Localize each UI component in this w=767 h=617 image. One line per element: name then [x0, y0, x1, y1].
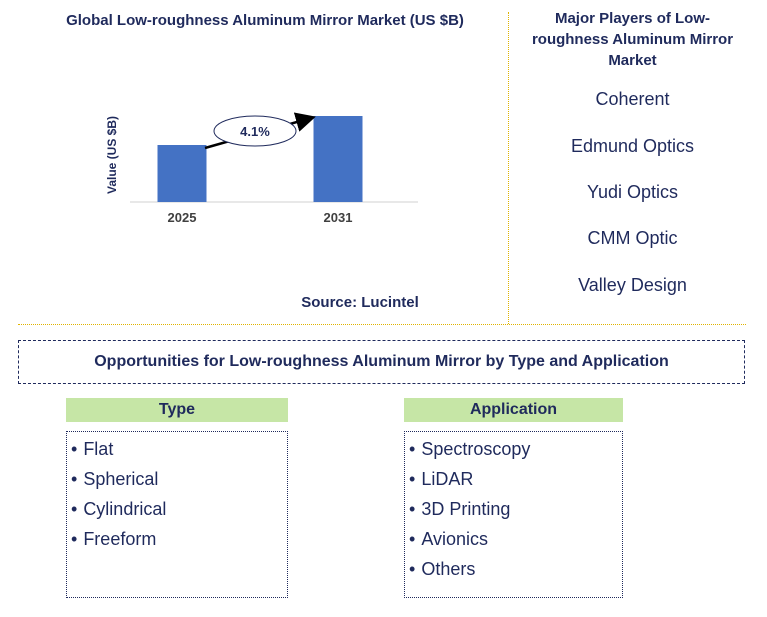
- list-item: • Others: [409, 559, 476, 579]
- bar-chart: Value (US $B) 2025 2031 4.1%: [105, 112, 418, 225]
- application-item-label: Spectroscopy: [421, 439, 531, 459]
- opportunities-title: Opportunities for Low-roughness Aluminum…: [94, 353, 669, 370]
- x-tick-label: 2025: [168, 210, 197, 225]
- x-tick-label: 2031: [324, 210, 353, 225]
- list-item: • Freeform: [71, 529, 157, 549]
- bar-2025: [157, 145, 207, 202]
- cagr-ellipse: [213, 115, 297, 147]
- player-item: Coherent: [595, 89, 670, 109]
- list-item: • LiDAR: [409, 469, 474, 489]
- players-title: Major Players of Low-roughness Aluminum …: [531, 10, 734, 69]
- type-list: • Flat • Spherical • Cylindrical • Freeform: [66, 431, 288, 598]
- type-item-label: Flat: [83, 439, 114, 459]
- list-item: • Cylindrical: [71, 499, 167, 519]
- type-item-label: Cylindrical: [83, 499, 167, 519]
- player-item: Valley Design: [578, 275, 687, 295]
- list-item: • 3D Printing: [409, 499, 511, 519]
- y-axis-label: Value (US $B): [105, 116, 119, 194]
- list-item: • Spectroscopy: [409, 439, 531, 459]
- opportunities-title-box: Opportunities for Low-roughness Aluminum…: [18, 340, 745, 384]
- player-item: Edmund Optics: [570, 136, 695, 156]
- application-item-label: 3D Printing: [421, 499, 511, 519]
- chart-title: Global Low-roughness Aluminum Mirror Mar…: [66, 12, 464, 29]
- application-header: Application: [404, 398, 623, 422]
- type-header: Type: [66, 398, 288, 422]
- bar-2031: [313, 116, 363, 202]
- type-item-label: Freeform: [83, 529, 157, 549]
- source-label: Source: Lucintel: [301, 294, 419, 311]
- application-item-label: Others: [421, 559, 476, 579]
- player-item: Yudi Optics: [586, 182, 679, 202]
- type-item-label: Spherical: [83, 469, 159, 489]
- cagr-annotation: 4.1%: [204, 112, 316, 150]
- list-item: • Spherical: [71, 469, 159, 489]
- player-item: CMM Optic: [587, 228, 678, 248]
- list-item: • Flat: [71, 439, 114, 459]
- cagr-label: 4.1%: [240, 124, 270, 139]
- list-item: • Avionics: [409, 529, 489, 549]
- vertical-divider: [508, 12, 509, 324]
- application-item-label: Avionics: [421, 529, 489, 549]
- horizontal-divider: [18, 324, 746, 325]
- application-list: • Spectroscopy • LiDAR • 3D Printing • Avion…: [404, 431, 623, 598]
- application-item-label: LiDAR: [421, 469, 474, 489]
